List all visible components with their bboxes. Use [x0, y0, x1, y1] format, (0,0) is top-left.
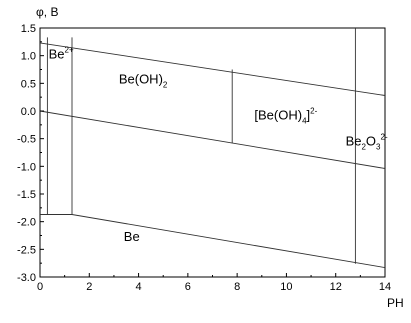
- y-tick-label: -3.0: [17, 272, 36, 284]
- y-tick-label: 1.0: [21, 51, 36, 63]
- x-tick-label: 8: [234, 281, 240, 293]
- y-tick-label: -2.0: [17, 217, 36, 229]
- region-label: Be(OH)2: [119, 71, 168, 89]
- x-axis-title: PH: [387, 296, 404, 310]
- x-tick-label: 10: [280, 281, 292, 293]
- y-tick-label: -0.5: [17, 134, 36, 146]
- region-label: Be2O32-: [346, 132, 388, 151]
- x-tick-label: 14: [379, 281, 391, 293]
- boundary-line-0: [39, 42, 386, 96]
- y-axis-ticks: 1.5 1.0 0.5 0.0 -0.5 -1.0 -1.5 -2.0 -2.5 -3.0: [17, 23, 44, 284]
- region-label: [Be(OH)4]2-: [254, 106, 317, 125]
- boundary-line-1: [39, 110, 386, 169]
- region-labels: Be2+ Be(OH)2 [Be(OH)4]2- Be2O32- Be: [49, 45, 388, 244]
- y-tick-label: -1.0: [17, 161, 36, 173]
- region-label: Be2+: [49, 45, 74, 61]
- x-tick-label: 12: [330, 281, 342, 293]
- y-axis-title: φ, B: [36, 5, 58, 19]
- x-tick-label: 6: [185, 281, 191, 293]
- x-tick-label: 0: [37, 281, 43, 293]
- y-tick-label: 1.5: [21, 23, 36, 35]
- x-tick-label: 2: [86, 281, 92, 293]
- y-tick-label: 0.5: [21, 78, 36, 90]
- y-tick-label: 0.0: [21, 106, 36, 118]
- boundary-lines: [39, 28, 386, 269]
- x-axis-ticks: 0 2 4 6 8 10 12 14: [37, 273, 391, 293]
- region-label: Be: [124, 229, 140, 244]
- x-tick-label: 4: [136, 281, 142, 293]
- boundary-line-2: [40, 214, 386, 269]
- y-tick-label: -1.5: [17, 189, 36, 201]
- plot-frame: [39, 27, 386, 278]
- y-tick-label: -2.5: [17, 244, 36, 256]
